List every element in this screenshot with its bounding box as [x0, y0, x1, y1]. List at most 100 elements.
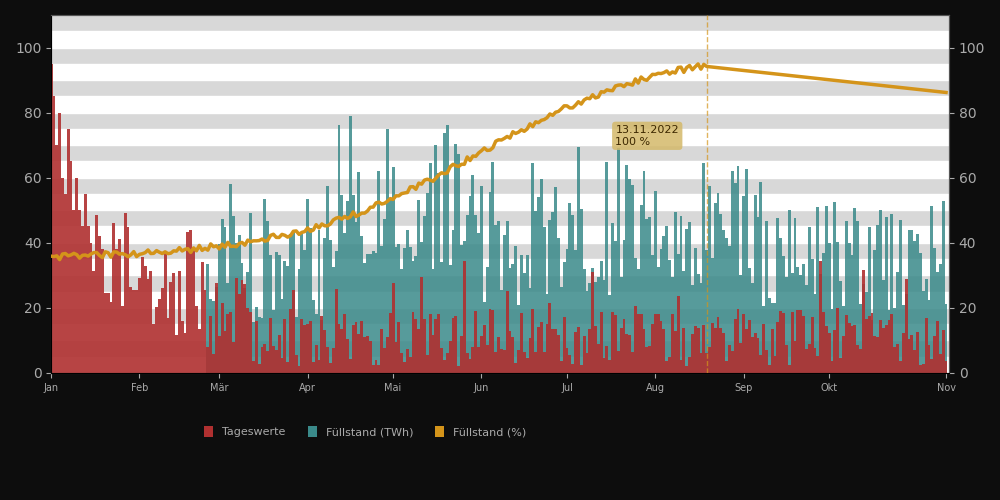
Bar — [939, 354, 942, 373]
Bar — [315, 346, 318, 373]
Bar — [349, 360, 352, 373]
Bar — [816, 356, 819, 373]
Bar — [563, 262, 566, 373]
Bar — [571, 215, 574, 373]
Bar — [577, 326, 580, 373]
Bar — [149, 270, 152, 373]
Bar — [363, 263, 366, 373]
Bar — [275, 252, 278, 373]
Bar — [919, 254, 922, 373]
Bar — [318, 230, 320, 373]
Bar — [266, 221, 269, 373]
Bar — [215, 282, 218, 373]
Bar — [395, 248, 397, 373]
Bar — [189, 230, 192, 373]
Bar — [737, 310, 739, 373]
Bar — [309, 228, 312, 373]
Bar — [278, 334, 281, 373]
Bar — [164, 251, 167, 373]
Bar — [84, 194, 87, 373]
Bar — [677, 254, 680, 373]
Legend: Tageswerte, Füllstand (TWh), Füllstand (%): Tageswerte, Füllstand (TWh), Füllstand (… — [200, 422, 531, 442]
Bar — [657, 267, 660, 373]
Bar — [429, 314, 432, 373]
Bar — [320, 316, 323, 373]
Bar — [691, 334, 694, 373]
Bar — [312, 362, 315, 373]
Bar — [489, 192, 491, 373]
Bar — [648, 217, 651, 373]
Bar — [608, 360, 611, 373]
Bar — [72, 210, 75, 373]
Bar — [127, 226, 129, 373]
Bar — [218, 244, 221, 373]
Bar — [871, 320, 873, 373]
Bar — [255, 307, 258, 373]
Bar — [662, 329, 665, 373]
Bar — [628, 179, 631, 373]
Bar — [856, 346, 859, 373]
Bar — [890, 214, 893, 373]
Bar — [765, 220, 768, 373]
Bar — [452, 230, 454, 373]
Bar — [785, 278, 788, 373]
Bar — [360, 236, 363, 373]
Bar — [204, 290, 206, 373]
Bar — [828, 243, 831, 373]
Bar — [514, 364, 517, 373]
Bar — [457, 154, 460, 373]
Bar — [51, 162, 949, 178]
Bar — [560, 361, 563, 373]
Bar — [497, 338, 500, 373]
Bar — [414, 256, 417, 373]
Bar — [400, 353, 403, 373]
Bar — [90, 243, 92, 373]
Bar — [614, 315, 617, 373]
Bar — [283, 320, 286, 373]
Bar — [306, 198, 309, 373]
Bar — [186, 232, 189, 373]
Bar — [500, 349, 503, 373]
Bar — [908, 230, 910, 373]
Bar — [104, 292, 107, 373]
Bar — [540, 180, 543, 373]
Bar — [514, 246, 517, 373]
Bar — [623, 318, 625, 373]
Bar — [708, 348, 711, 373]
Bar — [928, 300, 930, 373]
Bar — [261, 348, 263, 373]
Bar — [303, 250, 306, 373]
Bar — [759, 182, 762, 373]
Bar — [363, 338, 366, 373]
Bar — [95, 215, 98, 373]
Bar — [452, 318, 454, 373]
Bar — [440, 348, 443, 373]
Bar — [936, 322, 939, 373]
Bar — [383, 219, 386, 373]
Bar — [195, 306, 198, 373]
Bar — [375, 360, 377, 373]
Bar — [543, 352, 546, 373]
Bar — [263, 199, 266, 373]
Bar — [717, 192, 719, 373]
Bar — [776, 218, 779, 373]
Bar — [774, 302, 776, 373]
Bar — [902, 332, 905, 373]
Bar — [323, 330, 326, 373]
Bar — [87, 226, 90, 373]
Bar — [51, 64, 949, 80]
Bar — [346, 200, 349, 373]
Bar — [876, 225, 879, 373]
Bar — [734, 319, 737, 373]
Bar — [851, 254, 853, 373]
Bar — [571, 364, 574, 373]
Bar — [471, 174, 474, 373]
Bar — [583, 336, 586, 373]
Bar — [449, 342, 452, 373]
Bar — [147, 280, 149, 373]
Bar — [785, 344, 788, 373]
Bar — [403, 248, 406, 373]
Bar — [811, 316, 814, 373]
Bar — [825, 206, 828, 373]
Bar — [306, 324, 309, 373]
